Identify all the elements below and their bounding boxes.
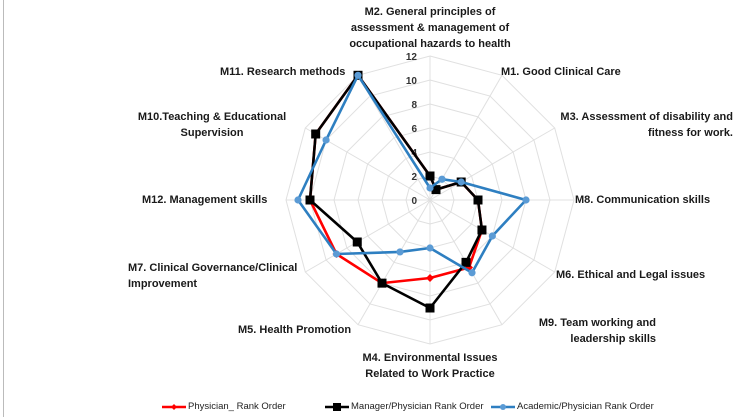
axis-label: M2. General principles of assessment & ma… (349, 4, 510, 52)
data-point (426, 244, 434, 252)
data-point (426, 274, 434, 282)
tick-label: 12 (406, 52, 418, 63)
data-point (332, 250, 341, 258)
axis-label: M1. Good Clinical Care (501, 64, 621, 80)
axis-label-line: M8. Communication skills (575, 194, 711, 206)
axis-label-line: M3. Assessment of disability and (560, 111, 733, 123)
axis-spoke (357, 199, 431, 325)
axis-label-line: Improvement (128, 278, 198, 290)
data-point (396, 248, 404, 256)
axis-label-line: M11. Research methods (220, 66, 346, 78)
data-point (294, 196, 302, 204)
axis-label-line: M1. Good Clinical Care (501, 66, 621, 78)
axis-label: M8. Communication skills (575, 192, 710, 208)
legend-marker-icon (491, 403, 515, 410)
legend-marker-icon (325, 402, 349, 411)
data-point (322, 136, 330, 144)
data-point (377, 278, 387, 288)
axis-label-line: M7. Clinical Governance/Clinical (128, 262, 298, 274)
axis-label-line: M4. Environmental Issues (362, 352, 498, 364)
data-point (305, 195, 315, 205)
data-point (354, 71, 362, 79)
axis-label-line: assessment & management of (350, 22, 510, 34)
legend-label: Manager/Physician Rank Order (351, 401, 484, 412)
axis-label-line: Related to Work Practice (365, 368, 495, 380)
axis-label-line: M12. Management skills (142, 194, 268, 206)
tick-label: 0 (411, 196, 417, 207)
left-border (3, 0, 4, 417)
axis-label-line: fitness for work. (648, 127, 733, 139)
legend-label: Academic/Physician Rank Order (517, 401, 654, 412)
axis-label-line: M6. Ethical and Legal issues (556, 269, 706, 281)
axis-spoke (429, 127, 555, 201)
axis-label: M6. Ethical and Legal issues (556, 267, 705, 283)
data-point (425, 171, 435, 181)
tick-label: 10 (406, 76, 418, 87)
data-point (522, 196, 530, 204)
legend-marker-icon (162, 403, 186, 410)
tick-label: 2 (411, 172, 417, 183)
data-point (488, 232, 496, 240)
axis-label-line: M5. Health Promotion (238, 324, 352, 336)
data-point (477, 225, 487, 235)
data-point (426, 184, 434, 192)
legend-label: Physician_ Rank Order (188, 401, 286, 412)
axis-label-line: M9. Team working and (538, 317, 656, 329)
data-point (457, 178, 465, 186)
axis-label: M7. Clinical Governance/Clinical Improvem… (128, 260, 297, 292)
tick-label: 8 (411, 100, 417, 111)
axis-label: M10.Teaching & Educational Supervision (138, 109, 286, 141)
legend-item: Academic/Physician Rank Order (491, 401, 654, 412)
data-point (461, 257, 471, 267)
data-point (431, 185, 441, 195)
legend-item: Manager/Physician Rank Order (325, 401, 484, 412)
tick-label: 6 (411, 124, 417, 135)
axis-label: M12. Management skills (142, 192, 267, 208)
axis-spoke (305, 199, 431, 273)
data-point (425, 303, 435, 313)
axis-label: M3. Assessment of disability and fitness … (560, 109, 733, 141)
axis-label: M11. Research methods (220, 64, 345, 80)
legend-item: Physician_ Rank Order (162, 401, 286, 412)
axis-label-line: Supervision (180, 127, 244, 139)
axis-label: M9. Team working and leadership skills (539, 315, 656, 347)
axis-label-line: occupational hazards to health (349, 38, 511, 50)
data-point (438, 175, 446, 183)
axis-label-line: M2. General principles of (364, 6, 496, 18)
axis-label: M4. Environmental Issues Related to Work … (362, 350, 497, 382)
data-point (352, 237, 362, 247)
data-point (311, 129, 321, 139)
data-point (468, 269, 476, 277)
axis-label-line: M10.Teaching & Educational (137, 111, 287, 123)
data-point (473, 195, 483, 205)
axis-label: M5. Health Promotion (238, 322, 351, 338)
axis-label-line: leadership skills (570, 333, 656, 345)
